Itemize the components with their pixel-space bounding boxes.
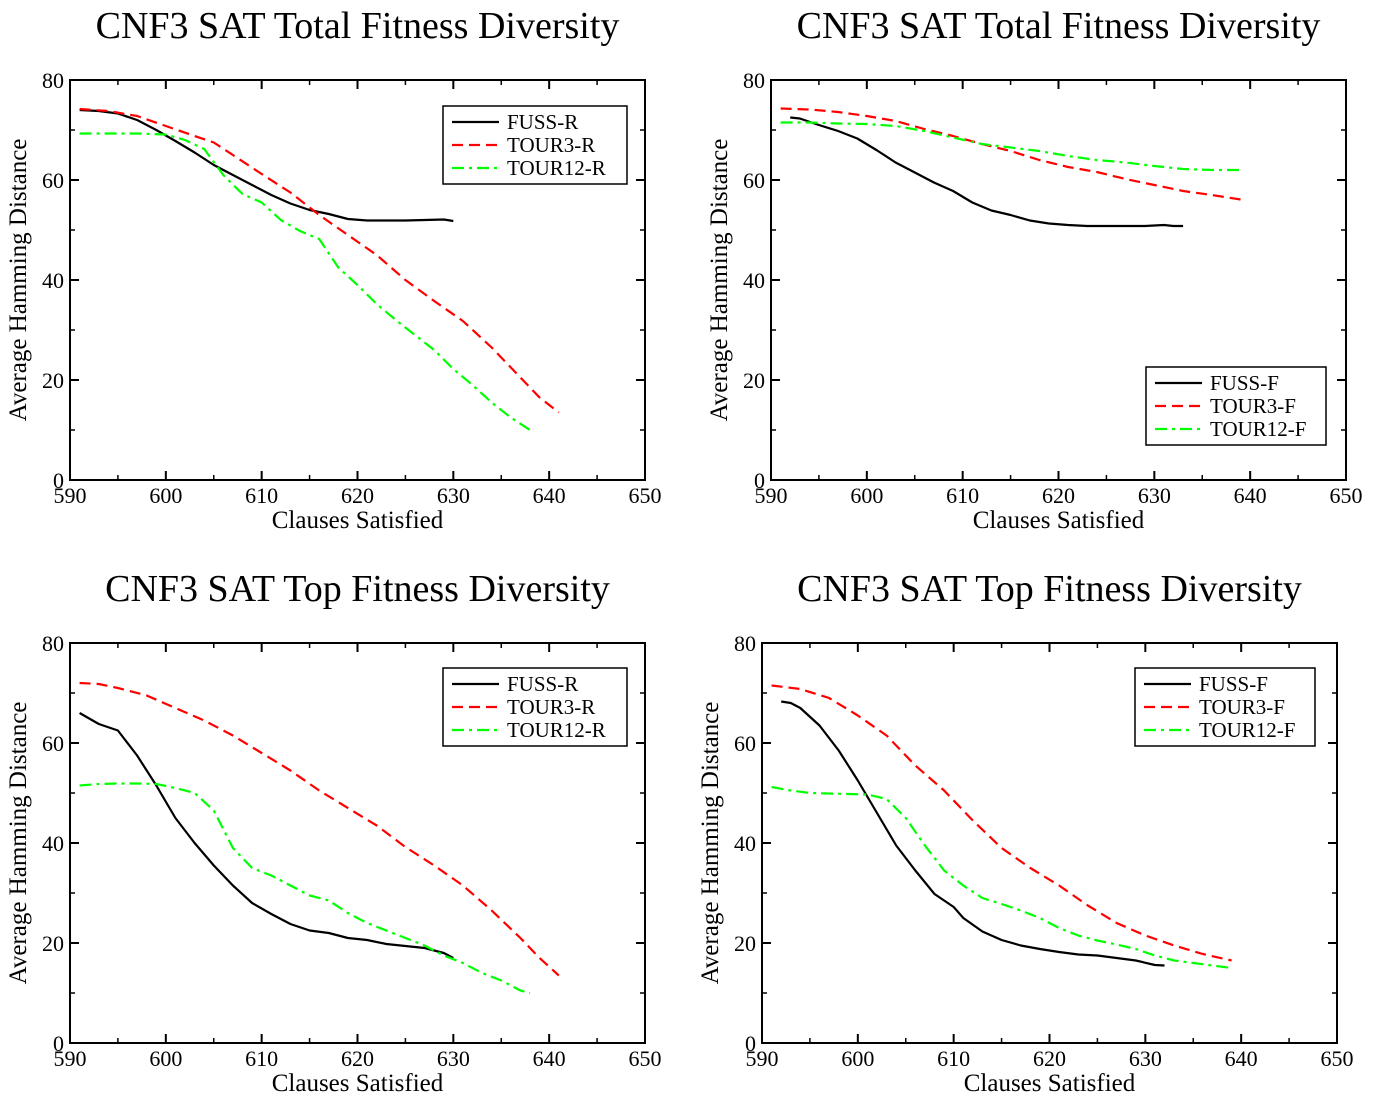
- series-line-tour3-f: [771, 684, 1232, 962]
- x-tick-label: 650: [1321, 1046, 1354, 1071]
- x-tick-label: 630: [437, 1046, 470, 1071]
- x-tick-label: 620: [341, 483, 374, 508]
- y-tick-label: 80: [42, 68, 64, 93]
- chart-title: CNF3 SAT Top Fitness Diversity: [105, 568, 610, 610]
- series-line-tour12-r: [79, 132, 531, 431]
- y-tick-label: 60: [42, 731, 64, 756]
- legend-label-fuss-r: FUSS-R: [507, 672, 578, 696]
- series-line-tour3-f: [780, 107, 1241, 201]
- x-tick-label: 620: [1042, 483, 1075, 508]
- x-tick-label: 610: [946, 483, 979, 508]
- x-tick-label: 590: [54, 483, 87, 508]
- legend-label-tour12-r: TOUR12-R: [507, 156, 606, 180]
- legend-label-tour3-r: TOUR3-R: [507, 695, 595, 719]
- x-tick-label: 630: [1138, 483, 1171, 508]
- y-tick-label: 0: [745, 1031, 756, 1056]
- y-tick-label: 60: [734, 731, 756, 756]
- series-line-fuss-r: [79, 108, 454, 223]
- legend-label-tour12-f: TOUR12-F: [1210, 417, 1306, 441]
- y-tick-label: 20: [743, 368, 765, 393]
- y-axis-label: Average Hamming Distance: [697, 702, 724, 985]
- x-tick-label: 600: [841, 1046, 874, 1071]
- x-axis-label: Clauses Satisfied: [272, 507, 444, 534]
- legend-label-tour3-r: TOUR3-R: [507, 133, 595, 157]
- series-line-tour12-f: [771, 785, 1232, 970]
- legend-label-fuss-r: FUSS-R: [507, 110, 578, 134]
- chart-title: CNF3 SAT Total Fitness Diversity: [797, 5, 1321, 47]
- x-tick-label: 650: [1330, 483, 1363, 508]
- y-axis-label: Average Hamming Distance: [5, 139, 32, 422]
- legend-label-tour12-r: TOUR12-R: [507, 718, 606, 742]
- x-axis-label: Clauses Satisfied: [973, 507, 1145, 534]
- series-line-tour12-r: [79, 782, 531, 995]
- legend-label-fuss-f: FUSS-F: [1199, 672, 1268, 696]
- legend-label-tour12-f: TOUR12-F: [1199, 718, 1295, 742]
- y-axis-label: Average Hamming Distance: [706, 139, 733, 422]
- x-axis-label: Clauses Satisfied: [272, 1070, 444, 1096]
- x-tick-label: 630: [1129, 1046, 1162, 1071]
- legend-label-tour3-f: TOUR3-F: [1199, 695, 1285, 719]
- x-tick-label: 600: [850, 483, 883, 508]
- x-tick-label: 600: [149, 1046, 182, 1071]
- y-tick-label: 40: [743, 268, 765, 293]
- x-tick-label: 610: [245, 1046, 278, 1071]
- series-line-fuss-f: [790, 116, 1184, 228]
- y-tick-label: 80: [734, 631, 756, 656]
- y-tick-label: 60: [42, 168, 64, 193]
- y-tick-label: 80: [42, 631, 64, 656]
- x-tick-label: 590: [755, 483, 788, 508]
- x-tick-label: 590: [746, 1046, 779, 1071]
- legend-label-tour3-f: TOUR3-F: [1210, 394, 1296, 418]
- y-axis-label: Average Hamming Distance: [5, 702, 32, 985]
- x-tick-label: 650: [629, 483, 662, 508]
- series-line-fuss-f: [781, 700, 1165, 967]
- x-tick-label: 620: [1033, 1046, 1066, 1071]
- y-tick-label: 80: [743, 68, 765, 93]
- chart-title: CNF3 SAT Total Fitness Diversity: [96, 5, 620, 47]
- series-line-tour3-r: [79, 681, 560, 977]
- y-tick-label: 0: [53, 1031, 64, 1056]
- x-tick-label: 620: [341, 1046, 374, 1071]
- y-tick-label: 20: [42, 368, 64, 393]
- y-tick-label: 20: [42, 931, 64, 956]
- legend-label-fuss-f: FUSS-F: [1210, 371, 1279, 395]
- x-tick-label: 640: [1225, 1046, 1258, 1071]
- y-tick-label: 40: [734, 831, 756, 856]
- x-tick-label: 640: [533, 1046, 566, 1071]
- x-tick-label: 640: [533, 483, 566, 508]
- y-tick-label: 0: [754, 468, 765, 493]
- x-axis-label: Clauses Satisfied: [964, 1070, 1136, 1096]
- x-tick-label: 650: [629, 1046, 662, 1071]
- x-tick-label: 610: [937, 1046, 970, 1071]
- series-line-fuss-r: [79, 712, 454, 959]
- x-tick-label: 600: [149, 483, 182, 508]
- series-line-tour12-f: [780, 121, 1241, 172]
- y-tick-label: 40: [42, 831, 64, 856]
- y-tick-label: 40: [42, 268, 64, 293]
- x-tick-label: 630: [437, 483, 470, 508]
- chart-title: CNF3 SAT Top Fitness Diversity: [797, 568, 1302, 610]
- y-tick-label: 60: [743, 168, 765, 193]
- series-line-tour3-r: [79, 107, 560, 414]
- x-tick-label: 610: [245, 483, 278, 508]
- y-tick-label: 0: [53, 468, 64, 493]
- x-tick-label: 590: [54, 1046, 87, 1071]
- y-tick-label: 20: [734, 931, 756, 956]
- x-tick-label: 640: [1234, 483, 1267, 508]
